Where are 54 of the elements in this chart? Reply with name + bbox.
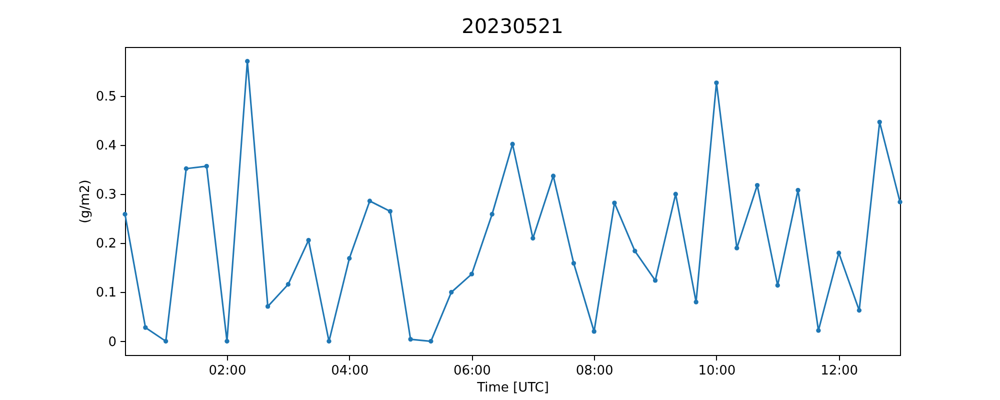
x-tick-label: 12:00 [820,364,858,378]
point [347,256,352,261]
y-tick-label: 0.5 [96,90,116,105]
y-tick-label: 0.4 [96,138,116,154]
point [652,278,658,283]
point [796,188,800,193]
point [184,166,189,171]
x-tick-label: 02:00 [208,364,246,378]
point [775,283,780,288]
y-axis-title: (g/m2) [78,180,93,224]
point [204,164,209,169]
point [408,336,413,342]
point [265,304,270,309]
point [388,208,393,214]
point [224,338,230,344]
y-tick-label: 0.2 [96,236,116,252]
point [530,236,536,241]
point [612,200,617,206]
point [673,192,678,196]
point [428,338,434,344]
y-tick-label: 0.3 [96,188,116,203]
x-tick-label: 06:00 [453,364,491,378]
point [469,272,474,276]
point [550,174,556,178]
point [490,212,494,217]
point [122,212,128,217]
point [367,198,372,204]
x-axis-title: Time [UTC] [476,380,549,396]
point [326,338,332,344]
point [510,142,515,146]
y-tick-label: 0.1 [96,286,116,301]
point [714,80,719,86]
point [877,120,882,124]
x-tick-label: 08:00 [576,364,614,378]
point [286,282,291,287]
point [754,182,760,188]
x-tick-label: 04:00 [331,364,369,378]
point [632,248,638,254]
point [592,329,596,334]
point [143,325,148,330]
point [306,238,311,243]
point [856,308,862,313]
point [898,200,902,204]
point [571,260,576,266]
point [816,328,821,333]
point [734,246,740,250]
point [449,290,454,295]
y-tick-label: 0 [108,334,116,350]
point [163,338,168,344]
point [245,58,250,64]
chart-title: 20230521 [462,14,564,38]
x-tick-label: 10:00 [698,364,736,378]
point [694,300,698,304]
point [836,250,842,256]
